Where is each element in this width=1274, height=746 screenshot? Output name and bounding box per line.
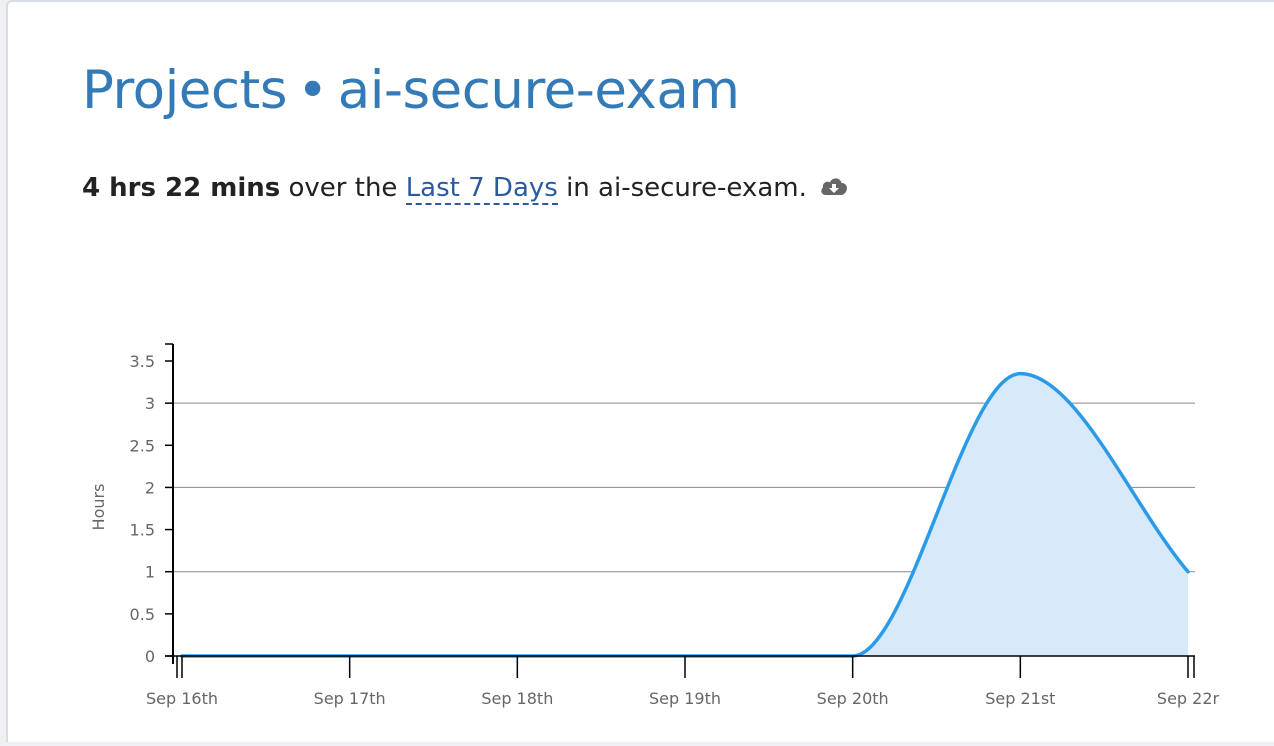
x-tick-label: Sep 19th [649, 689, 721, 708]
summary-in-text: in ai-secure-exam. [566, 173, 807, 203]
section-link[interactable]: Projects [82, 60, 287, 121]
date-range-link[interactable]: Last 7 Days [405, 173, 558, 205]
y-tick-label: 0 [145, 647, 155, 666]
summary-over-text: over the [288, 173, 398, 203]
y-tick-label: 3 [145, 394, 155, 413]
y-tick-label: 1.5 [130, 521, 155, 540]
x-tick-label: Sep 18th [481, 689, 553, 708]
y-tick-label: 2 [145, 478, 155, 497]
x-tick-label: Sep 16th [146, 689, 218, 708]
total-duration: 4 hrs 22 mins [82, 173, 281, 203]
x-tick-label: Sep 17th [314, 689, 386, 708]
x-tick-label: Sep 20th [817, 689, 889, 708]
x-tick-label: Sep 21st [985, 689, 1055, 708]
cloud-download-icon[interactable] [819, 169, 849, 209]
series-area [182, 373, 1188, 656]
title-separator: • [296, 60, 328, 121]
x-tick-label: Sep 22r [1157, 689, 1220, 708]
y-tick-label: 2.5 [130, 436, 155, 455]
y-tick-label: 0.5 [130, 605, 155, 624]
y-axis-title: Hours [89, 484, 108, 531]
y-tick-label: 3.5 [130, 352, 155, 371]
y-tick-label: 1 [145, 563, 155, 582]
time-summary: 4 hrs 22 mins over the Last 7 Days in ai… [82, 168, 849, 209]
data-point-6[interactable] [1184, 568, 1192, 576]
page-title: Projects • ai-secure-exam [82, 56, 740, 126]
data-point-5[interactable] [1016, 370, 1024, 378]
project-name: ai-secure-exam [337, 60, 740, 121]
